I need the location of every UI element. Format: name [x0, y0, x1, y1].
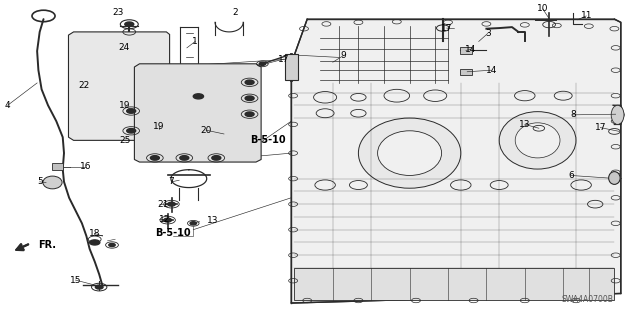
Circle shape — [150, 156, 159, 160]
Text: 24: 24 — [118, 43, 129, 52]
Text: 1: 1 — [193, 37, 198, 46]
Text: 19: 19 — [119, 101, 131, 110]
Circle shape — [245, 112, 254, 116]
Bar — [460, 69, 472, 75]
Text: 14: 14 — [486, 66, 497, 75]
Text: 4: 4 — [5, 101, 10, 110]
Circle shape — [245, 96, 254, 100]
Text: 21: 21 — [157, 200, 168, 209]
Ellipse shape — [515, 123, 560, 158]
Text: 14: 14 — [465, 45, 477, 54]
Text: B-5-10: B-5-10 — [155, 228, 191, 238]
Polygon shape — [134, 64, 261, 162]
Ellipse shape — [358, 118, 461, 188]
Text: 8: 8 — [570, 110, 575, 119]
Polygon shape — [291, 19, 621, 303]
Polygon shape — [294, 268, 614, 300]
Text: 5: 5 — [37, 177, 42, 186]
Text: 15: 15 — [70, 276, 81, 285]
Text: 7: 7 — [169, 177, 174, 186]
Text: FR.: FR. — [38, 240, 56, 250]
Circle shape — [168, 202, 175, 206]
Text: 2: 2 — [233, 8, 238, 17]
Text: 18: 18 — [89, 229, 100, 238]
Text: 6: 6 — [568, 171, 573, 180]
Text: 19: 19 — [153, 122, 164, 130]
Text: 9: 9 — [340, 51, 346, 60]
Text: 25: 25 — [120, 136, 131, 145]
Text: 13: 13 — [207, 216, 218, 225]
Bar — [285, 54, 298, 80]
Bar — [460, 47, 472, 54]
Polygon shape — [68, 32, 170, 140]
Circle shape — [190, 222, 196, 225]
Text: 22: 22 — [79, 81, 90, 90]
Circle shape — [193, 94, 204, 99]
Text: 17: 17 — [278, 55, 290, 63]
Circle shape — [180, 156, 189, 160]
Text: 11: 11 — [580, 11, 592, 20]
Circle shape — [90, 240, 100, 245]
Text: 12: 12 — [159, 215, 171, 224]
Text: B-5-10: B-5-10 — [250, 135, 285, 145]
Text: 10: 10 — [537, 4, 548, 13]
Circle shape — [164, 218, 172, 222]
Polygon shape — [52, 163, 63, 170]
Text: 17: 17 — [595, 123, 606, 132]
Ellipse shape — [43, 176, 62, 189]
Ellipse shape — [611, 105, 624, 124]
Circle shape — [109, 243, 115, 247]
Ellipse shape — [499, 112, 576, 169]
Ellipse shape — [378, 131, 442, 175]
Text: 23: 23 — [113, 8, 124, 17]
Text: 13: 13 — [519, 120, 531, 129]
Circle shape — [127, 109, 136, 113]
Text: 16: 16 — [80, 162, 92, 171]
Circle shape — [127, 129, 136, 133]
Circle shape — [212, 156, 221, 160]
Circle shape — [245, 80, 254, 85]
Circle shape — [259, 62, 266, 65]
Text: 17: 17 — [441, 24, 452, 33]
Text: SWA4A0700B: SWA4A0700B — [561, 295, 614, 304]
Circle shape — [95, 285, 103, 289]
Text: 20: 20 — [200, 126, 212, 135]
Circle shape — [125, 22, 134, 26]
Text: 3: 3 — [485, 29, 490, 38]
Ellipse shape — [609, 172, 620, 184]
